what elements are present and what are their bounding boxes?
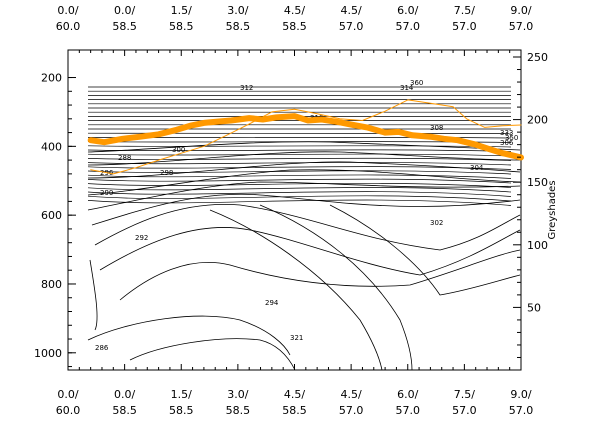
x-top-tick-label-lower: 57.0 — [339, 20, 364, 33]
contour-line — [87, 145, 512, 148]
contour-line — [91, 193, 521, 226]
x-bottom-tick-label-upper: 4.5/ — [284, 388, 305, 401]
y-left-tick-label: 400 — [41, 140, 62, 153]
x-top-tick-label-upper: 0.0/ — [57, 4, 78, 17]
contour-label: 350 — [505, 134, 518, 142]
contour-line — [259, 204, 413, 371]
plot-frame — [67, 49, 522, 371]
x-top-tick-label-lower: 60.0 — [56, 20, 81, 33]
contour-label: 294 — [265, 299, 279, 307]
y-right-tick-label: 50 — [527, 301, 541, 314]
contour-label: 321 — [290, 334, 303, 342]
x-bottom-tick-label-upper: 6.0/ — [397, 388, 418, 401]
contour-lines — [87, 86, 521, 371]
x-axis-top: 0.0/60.0 0.0/58.5 1.5/58.5 3.0/58.5 4.5/58.5… — [56, 4, 534, 56]
x-bottom-tick-label-upper: 3.0/ — [227, 388, 248, 401]
contour-label: 306 — [500, 139, 514, 147]
x-bottom-tick-label-upper: 0.0/ — [114, 388, 135, 401]
contour-line — [209, 209, 383, 371]
x-top-tick-label-lower: 57.0 — [509, 20, 534, 33]
x-bottom-tick-label-upper: 9.0/ — [510, 388, 531, 401]
contour-label: 314 — [400, 84, 414, 92]
x-top-tick-label-lower: 58.5 — [282, 20, 307, 33]
series-lines — [87, 99, 524, 175]
contour-line — [87, 181, 521, 211]
contour-label: 308 — [430, 124, 443, 132]
contour-label: 302 — [430, 219, 443, 227]
contour-line — [94, 203, 521, 251]
contour-line — [329, 204, 521, 296]
x-bottom-tick-label-lower: 58.5 — [282, 404, 307, 417]
series-line-thick — [87, 113, 524, 161]
y-right-tick-label: 100 — [527, 239, 548, 252]
x-bottom-tick-label-lower: 57.0 — [396, 404, 421, 417]
contour-line — [99, 227, 521, 276]
x-bottom-tick-label-lower: 57.0 — [452, 404, 477, 417]
x-bottom-tick-label-lower: 57.0 — [339, 404, 364, 417]
contour-line — [87, 153, 512, 157]
y-right-tick-label: 200 — [527, 114, 548, 127]
contour-line — [119, 249, 521, 301]
x-top-tick-label-upper: 9.0/ — [510, 4, 531, 17]
x-top-tick-label-upper: 3.0/ — [227, 4, 248, 17]
x-top-tick-label-upper: 7.5/ — [454, 4, 475, 17]
y-left-tick-label: 200 — [41, 72, 62, 85]
x-bottom-tick-label-lower: 58.5 — [226, 404, 251, 417]
contour-line — [87, 187, 512, 193]
x-axis-bottom: 0.0/60.0 0.0/58.5 1.5/58.5 3.0/58.5 4.5/58.5… — [56, 364, 534, 417]
contour-label: 300 — [172, 146, 185, 154]
x-top-tick-label-lower: 58.5 — [112, 20, 137, 33]
x-top-tick-label-upper: 6.0/ — [397, 4, 418, 17]
x-bottom-tick-label-upper: 1.5/ — [171, 388, 192, 401]
x-top-tick-label-upper: 4.5/ — [284, 4, 305, 17]
y-axis-right-title: Greyshades — [547, 180, 558, 239]
y-right-tick-label: 250 — [527, 51, 548, 64]
contour-label: 292 — [135, 234, 148, 242]
contour-line — [129, 338, 296, 371]
x-bottom-tick-label-lower: 58.5 — [169, 404, 194, 417]
contour-line — [87, 141, 521, 153]
x-top-tick-label-lower: 58.5 — [169, 20, 194, 33]
contour-line — [87, 170, 512, 175]
contour-label: 286 — [95, 344, 109, 352]
contour-line — [87, 191, 512, 197]
contour-label: 333 — [500, 129, 513, 137]
x-bottom-tick-label-lower: 58.5 — [112, 404, 137, 417]
y-left-tick-label: 800 — [41, 278, 62, 291]
contour-label: 290 — [100, 189, 113, 197]
contour-line — [87, 199, 512, 206]
x-top-tick-label-lower: 58.5 — [226, 20, 251, 33]
contour-line — [89, 259, 98, 331]
contour-label: 288 — [118, 154, 131, 162]
x-bottom-tick-label-upper: 4.5/ — [341, 388, 362, 401]
x-top-tick-label-lower: 57.0 — [396, 20, 421, 33]
x-top-tick-label-upper: 0.0/ — [114, 4, 135, 17]
contour-line — [87, 151, 521, 166]
y-left-tick-label: 1000 — [34, 347, 62, 360]
y-left-tick-label: 600 — [41, 209, 62, 222]
y-right-tick-label: 150 — [527, 176, 548, 189]
contour-line — [87, 157, 512, 161]
x-top-tick-label-upper: 4.5/ — [341, 4, 362, 17]
contour-line — [87, 149, 512, 152]
contour-line — [87, 182, 512, 188]
series-line-thin — [90, 99, 522, 175]
y-axis-left: 200 400 600 800 1000 — [34, 72, 76, 368]
x-bottom-tick-label-upper: 7.5/ — [454, 388, 475, 401]
x-bottom-tick-label-upper: 0.0/ — [57, 388, 78, 401]
contour-line — [87, 315, 291, 356]
x-top-tick-label-upper: 1.5/ — [171, 4, 192, 17]
contour-label: 298 — [160, 169, 173, 177]
contour-line — [87, 161, 521, 179]
x-bottom-tick-label-lower: 60.0 — [56, 404, 81, 417]
y-axis-right: 50 100 150 200 250 — [513, 51, 548, 358]
x-bottom-tick-label-lower: 57.0 — [509, 404, 534, 417]
contour-label: 312 — [240, 84, 253, 92]
contour-label: 304 — [470, 164, 484, 172]
contour-label: 360 — [410, 79, 423, 87]
contour-line — [87, 178, 512, 184]
contour-line — [87, 169, 521, 196]
x-top-tick-label-lower: 57.0 — [452, 20, 477, 33]
